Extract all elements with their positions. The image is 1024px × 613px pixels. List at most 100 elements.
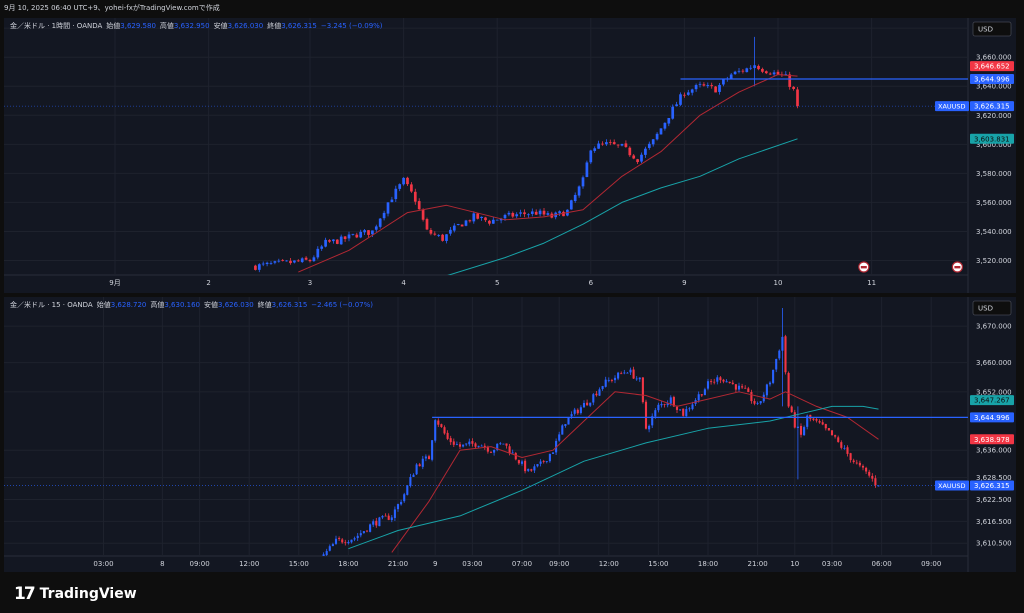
candle-body <box>855 462 858 464</box>
candle-body <box>750 392 753 402</box>
candle-body <box>765 384 768 396</box>
candle-body <box>675 406 679 410</box>
candle-body <box>390 517 393 521</box>
candle-body <box>378 517 381 527</box>
candle-body <box>638 377 641 380</box>
candle-body <box>418 464 421 467</box>
sma-slow-line <box>348 405 879 550</box>
price-tag-value: 3,646.652 <box>974 63 1010 71</box>
legend-c: 3,626.315 <box>281 22 317 30</box>
legend-o: 3,629.580 <box>120 22 156 30</box>
candle-body <box>524 460 527 472</box>
sma-slow-line <box>447 138 798 275</box>
candle-body <box>651 416 654 426</box>
candle-body <box>367 230 370 235</box>
chart-panel-top[interactable]: 3,680.0003,660.0003,640.0003,620.0003,60… <box>0 18 1016 293</box>
candle-body <box>868 471 871 476</box>
candle-body <box>468 220 472 222</box>
candle-body <box>398 184 402 189</box>
candle-body <box>877 485 880 487</box>
x-tick-label: 4 <box>401 279 406 287</box>
plot-area[interactable] <box>4 297 981 561</box>
legend-h: 3,632.950 <box>174 22 210 30</box>
tradingview-logo[interactable]: 17 TradingView <box>14 584 137 604</box>
candle-body <box>784 336 787 373</box>
candle-body <box>548 453 551 462</box>
plot-area[interactable] <box>0 18 968 279</box>
candle-body <box>534 211 538 215</box>
x-tick-label: 06:00 <box>872 560 892 568</box>
candle-body <box>562 211 565 217</box>
candle-body <box>741 386 744 388</box>
candle-body <box>654 410 657 417</box>
candle-body <box>803 427 806 436</box>
candle-body <box>697 394 700 401</box>
candle-body <box>269 263 273 265</box>
candle-body <box>507 212 511 215</box>
candle-body <box>663 122 667 129</box>
x-tick-label: 5 <box>495 279 499 287</box>
candle-body <box>843 447 846 449</box>
chart-panel-bottom[interactable]: 3,670.000 3,660.000 3,652.000 3,636.000 3,62… <box>4 297 1016 572</box>
candle-body <box>694 85 698 90</box>
candle-body <box>539 461 542 464</box>
candle-body <box>456 224 460 225</box>
candle-body <box>644 148 647 155</box>
candle-body <box>734 384 737 390</box>
candle-body <box>617 372 620 379</box>
candle-body <box>446 432 449 439</box>
candle-body <box>716 377 719 382</box>
candle-body <box>465 443 468 445</box>
candle-body <box>308 260 312 262</box>
candle-body <box>756 402 759 404</box>
candle-body <box>564 424 567 426</box>
currency-button[interactable] <box>972 21 1012 37</box>
x-tick-label: 9月 <box>109 279 120 287</box>
candle-body <box>462 444 465 447</box>
candle-body <box>484 217 487 221</box>
price-tag-value: 3,647.267 <box>974 397 1010 405</box>
legend-chg: −3.245 (−0.09%) <box>321 22 383 30</box>
candle-body <box>374 226 378 230</box>
candle-body <box>589 150 593 163</box>
candle-body <box>685 409 688 417</box>
candle-body <box>300 258 304 262</box>
candle-body <box>601 386 604 390</box>
currency-label: USD <box>978 26 993 34</box>
candle-body <box>378 218 382 227</box>
x-tick-label: 12:00 <box>599 560 619 568</box>
candle-body <box>396 504 400 510</box>
y-tick-label: 3,670.000 <box>976 323 1012 331</box>
candle-body <box>592 394 595 403</box>
candle-body <box>359 533 362 536</box>
y-tick-label: 3,580.000 <box>976 170 1012 178</box>
candle-body <box>569 200 573 210</box>
candle-body <box>480 445 483 447</box>
candle-body <box>359 231 363 238</box>
symbol-tag-label: XAUUSD <box>938 103 966 111</box>
candle-body <box>332 239 335 242</box>
candle-body <box>449 438 452 443</box>
price-tag <box>970 73 1014 84</box>
candle-body <box>406 485 409 495</box>
currency-button[interactable] <box>972 300 1012 316</box>
price-tag-value: 3,626.315 <box>974 103 1010 111</box>
ohlc-legend: 金／米ドル · 1時間 · OANDA 始値3,629.580 高値3,632.95… <box>10 21 383 30</box>
candle-body <box>725 381 728 383</box>
candle-body <box>713 381 716 383</box>
candle-body <box>589 402 592 406</box>
candle-body <box>402 177 405 185</box>
candle-body <box>573 409 576 414</box>
candle-body <box>581 177 585 187</box>
candle-body <box>809 414 812 419</box>
candle-body <box>672 397 675 407</box>
candle-body <box>682 408 685 416</box>
candle-body <box>690 89 694 93</box>
price-tag <box>970 434 1014 445</box>
candle-body <box>351 233 355 235</box>
candle-body <box>824 423 827 429</box>
candle-body <box>834 435 837 437</box>
candle-body <box>788 74 792 87</box>
candle-body <box>733 71 737 75</box>
